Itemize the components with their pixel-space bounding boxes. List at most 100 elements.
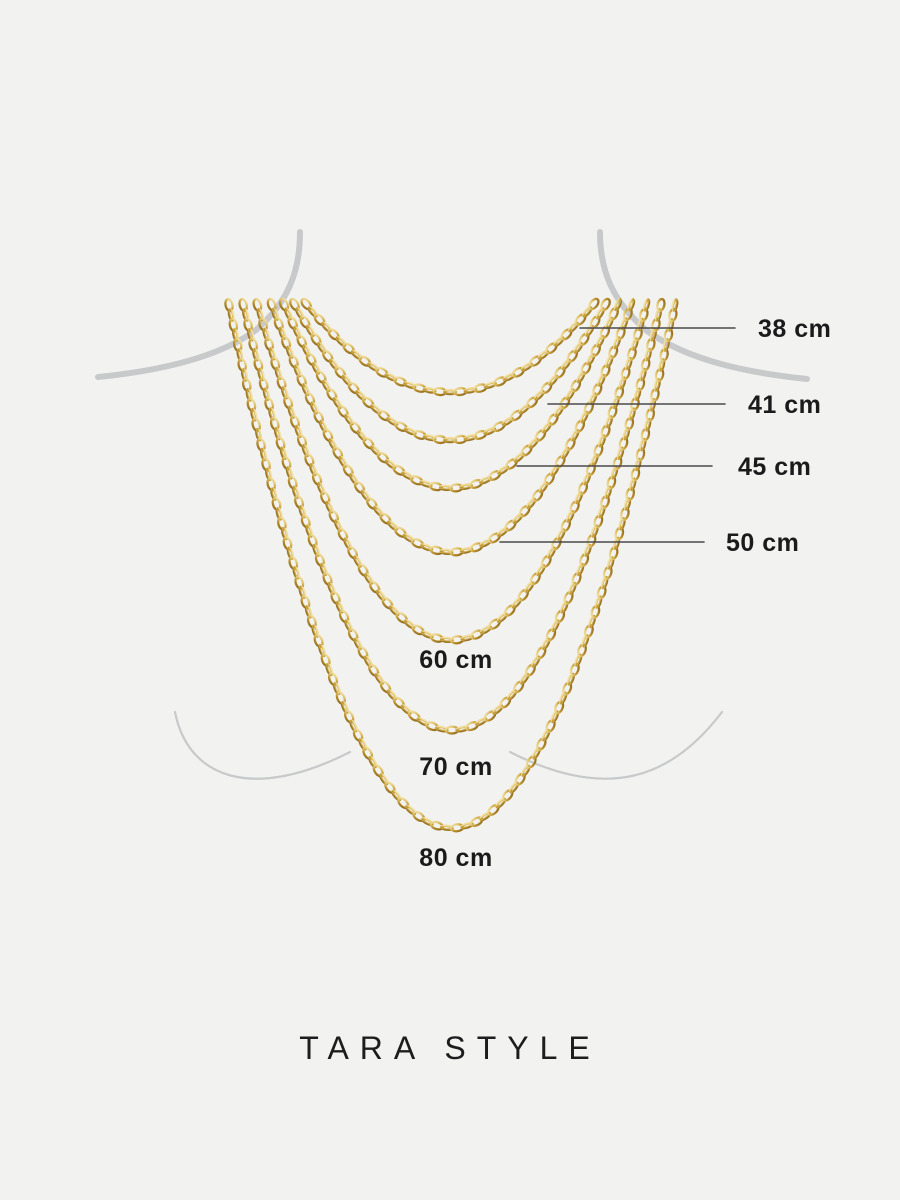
chain-link <box>307 306 319 318</box>
chain-link <box>581 634 590 648</box>
chain-link <box>568 321 579 333</box>
chain-link <box>416 717 430 727</box>
chain-link <box>561 358 572 371</box>
chain-link <box>343 537 353 550</box>
chain-link <box>600 575 609 590</box>
chain-link <box>594 595 603 609</box>
size-label-38: 38 cm <box>758 315 832 343</box>
chain-link <box>604 485 612 499</box>
chain-link <box>474 717 488 727</box>
chain-link <box>658 358 666 372</box>
chain-link <box>583 543 592 557</box>
chain-link <box>582 472 591 486</box>
chain-link <box>597 373 606 387</box>
chain-link <box>581 306 593 318</box>
chain-link <box>631 337 639 351</box>
chain-link <box>242 308 250 322</box>
chain-link <box>316 481 326 495</box>
chain-link <box>349 719 358 733</box>
chain-link <box>550 710 560 724</box>
chain-link <box>590 524 599 538</box>
chain-link <box>327 581 336 595</box>
chain-link <box>420 543 434 552</box>
chain-link <box>662 338 670 352</box>
chain-link <box>610 466 619 480</box>
chain-link <box>356 429 367 442</box>
chain-link <box>513 452 525 463</box>
chain-link <box>483 426 497 436</box>
chain-link <box>629 477 637 491</box>
chain-link <box>292 325 302 339</box>
chain-link <box>318 419 328 433</box>
chain-link <box>628 407 636 421</box>
chain-link <box>512 513 524 525</box>
chain-link <box>301 344 311 357</box>
chain-link <box>496 527 509 538</box>
necklace-70 <box>238 297 666 735</box>
chain-link <box>335 336 347 347</box>
chain-link <box>386 416 399 427</box>
chain-link <box>374 672 385 685</box>
chain-link <box>531 746 541 760</box>
chain-link <box>613 298 623 312</box>
chain-link <box>551 619 560 633</box>
chain-link <box>541 421 552 434</box>
chain-link <box>520 362 533 372</box>
chain-link <box>327 328 340 341</box>
chain-link <box>579 410 589 424</box>
chain-link <box>618 517 626 531</box>
chain-link <box>653 378 661 392</box>
chain-link <box>262 387 271 401</box>
chain-link <box>358 737 368 751</box>
chain-link <box>524 581 535 594</box>
chain-link <box>325 500 334 514</box>
chain-link <box>287 405 296 419</box>
chain-link <box>600 297 611 312</box>
chain-link <box>623 497 632 511</box>
chain-link <box>332 396 343 410</box>
chain-link <box>227 308 235 322</box>
chain-link <box>304 605 313 619</box>
chain-link <box>519 672 530 685</box>
chain-link <box>255 427 263 442</box>
chain-link <box>538 481 549 494</box>
chain-link <box>642 298 651 312</box>
chain-link <box>384 458 397 470</box>
chain-link <box>435 725 449 733</box>
chain-link <box>279 446 288 460</box>
chain-link <box>402 533 415 543</box>
chain-link <box>260 447 268 462</box>
chain-link <box>526 497 537 510</box>
chain-link <box>644 417 652 432</box>
chain-link <box>350 349 363 360</box>
chain-link <box>375 589 386 602</box>
chain-link <box>520 444 533 457</box>
necklace-45 <box>278 297 623 493</box>
chain-link <box>633 387 642 401</box>
chain-link <box>622 426 631 441</box>
chain-link <box>443 388 457 396</box>
chain-link <box>332 682 341 696</box>
chain-link <box>440 824 454 832</box>
chain-link <box>363 572 374 585</box>
chain-link <box>335 600 344 614</box>
chain-link <box>595 307 605 320</box>
chain-link <box>541 728 551 742</box>
chain-link <box>286 546 295 560</box>
chain-link <box>310 401 319 415</box>
chain-link <box>281 386 289 400</box>
chain-link <box>268 347 276 361</box>
chain-link <box>584 324 595 337</box>
chain-link <box>440 636 454 644</box>
chain-link <box>265 467 273 482</box>
chain-link <box>455 725 469 733</box>
chain-link <box>298 505 307 519</box>
chain-link <box>298 585 307 600</box>
chain-link <box>559 691 568 705</box>
chain-link <box>546 546 556 559</box>
chain-link <box>605 415 613 429</box>
chain-link <box>566 672 575 686</box>
size-label-60: 60 cm <box>419 646 493 674</box>
chain-layer <box>224 297 679 833</box>
